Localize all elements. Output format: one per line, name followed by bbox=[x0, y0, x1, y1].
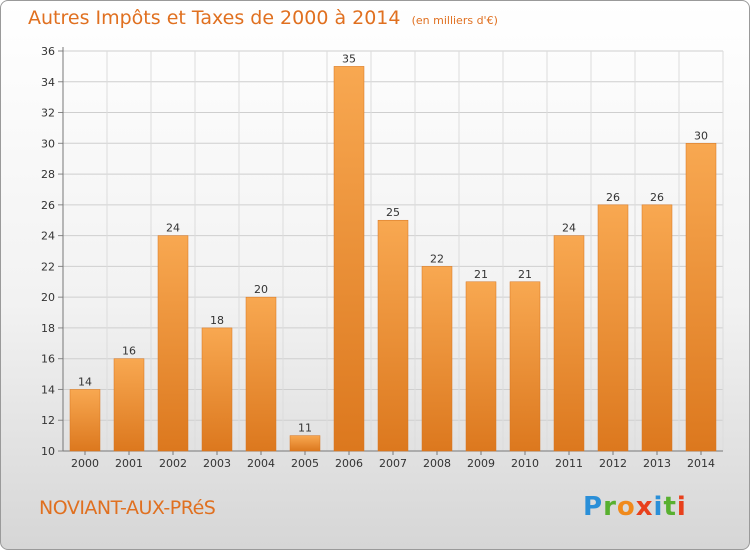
bar-2013 bbox=[641, 204, 673, 452]
data-label: 25 bbox=[386, 206, 400, 219]
x-tick-label: 2000 bbox=[71, 457, 99, 470]
bar-2010 bbox=[509, 281, 541, 452]
proxiti-logo[interactable]: Proxiti bbox=[583, 492, 687, 522]
data-label: 21 bbox=[474, 268, 488, 281]
y-tick-label: 30 bbox=[41, 137, 55, 150]
y-tick-label: 20 bbox=[41, 291, 55, 304]
x-tick-label: 2009 bbox=[467, 457, 495, 470]
logo-letter: i bbox=[676, 492, 687, 522]
data-label: 26 bbox=[650, 191, 664, 204]
y-tick-label: 10 bbox=[41, 445, 55, 458]
data-label: 24 bbox=[562, 222, 576, 235]
x-tick-label: 2008 bbox=[423, 457, 451, 470]
data-label: 14 bbox=[78, 375, 92, 388]
data-label: 20 bbox=[254, 283, 268, 296]
x-tick-label: 2002 bbox=[159, 457, 187, 470]
x-tick-label: 2001 bbox=[115, 457, 143, 470]
data-label: 16 bbox=[122, 345, 136, 358]
data-labels: 14 16 24 18 20 11 35 25 22 21 21 24 26 26 30 bbox=[78, 52, 708, 434]
y-tick-label: 26 bbox=[41, 199, 55, 212]
bar-2007 bbox=[377, 219, 409, 452]
y-tick-label: 18 bbox=[41, 322, 55, 335]
bar-2000 bbox=[69, 389, 101, 452]
x-tick-label: 2007 bbox=[379, 457, 407, 470]
x-tick-label: 2004 bbox=[247, 457, 275, 470]
data-label: 11 bbox=[298, 422, 312, 435]
bar-2009 bbox=[465, 281, 497, 452]
x-tick-label: 2010 bbox=[511, 457, 539, 470]
x-tick-label: 2006 bbox=[335, 457, 363, 470]
data-label: 22 bbox=[430, 252, 444, 265]
bar-2004 bbox=[245, 296, 277, 452]
y-tick-label: 34 bbox=[41, 76, 55, 89]
bar-2001 bbox=[113, 358, 145, 452]
data-label: 35 bbox=[342, 52, 356, 65]
bars bbox=[69, 66, 717, 452]
chart-unit-label: (en milliers d'€) bbox=[411, 14, 498, 27]
y-tick-label: 24 bbox=[41, 230, 55, 243]
bar-2002 bbox=[157, 235, 189, 452]
y-tick-label: 22 bbox=[41, 260, 55, 273]
chart-title: Autres Impôts et Taxes de 2000 à 2014 bbox=[28, 7, 401, 29]
x-tick-label: 2013 bbox=[643, 457, 671, 470]
data-label: 18 bbox=[210, 314, 224, 327]
x-tick-label: 2003 bbox=[203, 457, 231, 470]
logo-letter: o bbox=[616, 492, 636, 522]
chart-header: Autres Impôts et Taxes de 2000 à 2014 (e… bbox=[28, 7, 498, 29]
y-tick-label: 28 bbox=[41, 168, 55, 181]
data-label: 30 bbox=[694, 129, 708, 142]
data-label: 26 bbox=[606, 191, 620, 204]
logo-letter: P bbox=[583, 492, 604, 522]
bar-2005 bbox=[289, 435, 321, 452]
logo-letter: i bbox=[653, 492, 664, 522]
y-tick-label: 36 bbox=[41, 45, 55, 58]
bar-2006 bbox=[333, 66, 365, 452]
logo-letter: t bbox=[663, 492, 677, 522]
logo-letter: r bbox=[603, 492, 617, 522]
y-tick-label: 16 bbox=[41, 353, 55, 366]
bar-2011 bbox=[553, 235, 585, 452]
y-tick-label: 32 bbox=[41, 107, 55, 120]
x-tick-label: 2005 bbox=[291, 457, 319, 470]
data-label: 21 bbox=[518, 268, 532, 281]
data-label: 24 bbox=[166, 222, 180, 235]
bar-2003 bbox=[201, 327, 233, 452]
town-name: NOVIANT-AUX-PRéS bbox=[39, 497, 216, 519]
x-tick-label: 2014 bbox=[687, 457, 715, 470]
logo-letter: x bbox=[635, 492, 654, 522]
bar-2008 bbox=[421, 266, 453, 452]
x-tick-label: 2011 bbox=[555, 457, 583, 470]
bar-2012 bbox=[597, 204, 629, 452]
x-tick-label: 2012 bbox=[599, 457, 627, 470]
y-tick-label: 14 bbox=[41, 383, 55, 396]
bar-2014 bbox=[685, 143, 717, 452]
y-tick-label: 12 bbox=[41, 414, 55, 427]
